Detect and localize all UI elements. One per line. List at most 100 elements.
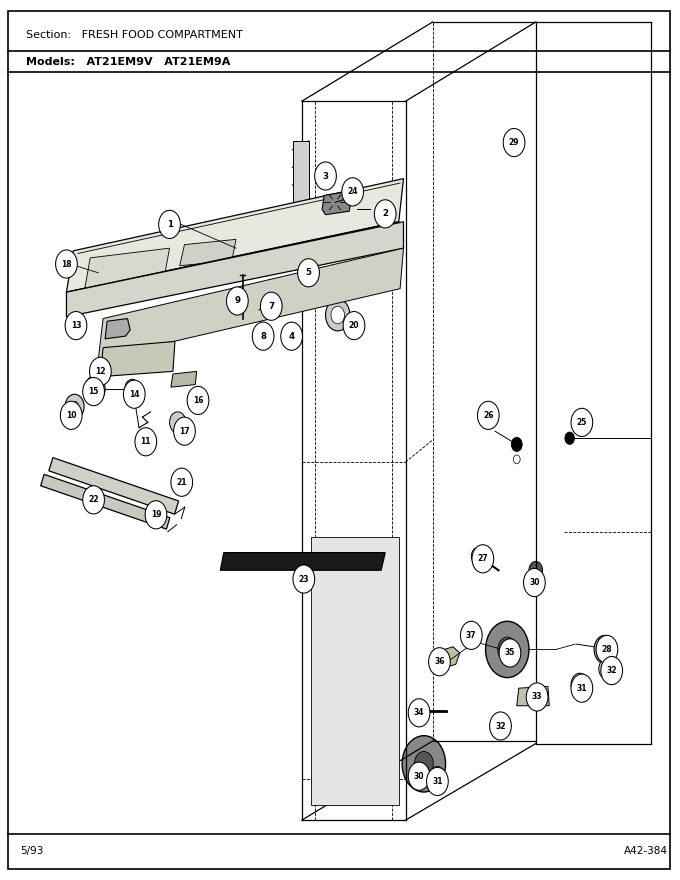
Circle shape — [343, 312, 365, 340]
Text: 31: 31 — [432, 777, 443, 786]
Circle shape — [169, 412, 186, 433]
Circle shape — [601, 656, 623, 685]
Circle shape — [477, 401, 499, 429]
Circle shape — [281, 322, 303, 350]
Text: 31: 31 — [577, 684, 587, 693]
Circle shape — [83, 378, 105, 406]
Circle shape — [529, 561, 543, 579]
Text: 11: 11 — [141, 437, 151, 446]
Circle shape — [503, 128, 525, 157]
Circle shape — [90, 357, 112, 385]
Circle shape — [490, 712, 511, 740]
Polygon shape — [41, 474, 170, 529]
Circle shape — [565, 432, 575, 444]
Circle shape — [486, 621, 529, 678]
Circle shape — [65, 312, 87, 340]
Text: A42-384: A42-384 — [624, 846, 668, 856]
Text: 4: 4 — [288, 332, 294, 341]
Circle shape — [414, 752, 433, 776]
Text: 9: 9 — [235, 297, 240, 305]
Text: 37: 37 — [466, 631, 477, 640]
Text: 12: 12 — [95, 367, 105, 376]
Text: 7: 7 — [268, 302, 274, 311]
Circle shape — [513, 455, 520, 464]
Text: 36: 36 — [435, 657, 445, 666]
Text: 3: 3 — [322, 172, 328, 180]
Circle shape — [472, 545, 494, 573]
Circle shape — [364, 202, 375, 216]
Circle shape — [293, 245, 315, 273]
Circle shape — [358, 194, 381, 225]
Text: 32: 32 — [495, 722, 506, 730]
Polygon shape — [85, 248, 169, 289]
Polygon shape — [220, 553, 385, 570]
Circle shape — [260, 292, 282, 320]
Text: 30: 30 — [529, 578, 540, 587]
Circle shape — [524, 568, 545, 597]
Circle shape — [499, 639, 521, 667]
Polygon shape — [322, 192, 352, 215]
Circle shape — [466, 628, 477, 642]
Circle shape — [135, 428, 156, 456]
Text: Section:   FRESH FOOD COMPARTMENT: Section: FRESH FOOD COMPARTMENT — [26, 30, 243, 40]
Polygon shape — [180, 239, 236, 266]
Polygon shape — [293, 141, 309, 202]
Polygon shape — [101, 341, 175, 377]
Circle shape — [408, 762, 430, 790]
Circle shape — [375, 200, 396, 228]
Circle shape — [471, 547, 485, 565]
Polygon shape — [49, 458, 179, 514]
Circle shape — [347, 185, 361, 202]
Text: 30: 30 — [414, 772, 424, 781]
Circle shape — [594, 635, 616, 664]
Circle shape — [83, 486, 105, 514]
Polygon shape — [517, 686, 549, 706]
Text: 5/93: 5/93 — [20, 846, 44, 856]
Circle shape — [65, 394, 84, 419]
Circle shape — [599, 658, 615, 679]
Circle shape — [402, 736, 445, 792]
Text: 26: 26 — [483, 411, 494, 420]
Circle shape — [252, 322, 274, 350]
Polygon shape — [441, 647, 460, 667]
Circle shape — [428, 648, 450, 676]
Polygon shape — [67, 222, 403, 317]
Polygon shape — [105, 319, 130, 339]
Circle shape — [326, 299, 350, 331]
Circle shape — [331, 306, 345, 324]
Circle shape — [173, 417, 195, 445]
Circle shape — [187, 386, 209, 414]
Circle shape — [430, 766, 445, 786]
Circle shape — [460, 621, 482, 649]
Text: 35: 35 — [505, 649, 515, 657]
Polygon shape — [171, 371, 197, 387]
Text: 22: 22 — [88, 495, 99, 504]
Circle shape — [71, 401, 79, 412]
Circle shape — [298, 259, 320, 287]
Circle shape — [426, 767, 448, 796]
Circle shape — [56, 250, 78, 278]
Circle shape — [511, 437, 522, 451]
Circle shape — [526, 683, 548, 711]
Circle shape — [158, 210, 180, 238]
Circle shape — [315, 162, 337, 190]
Circle shape — [124, 380, 145, 408]
Text: 16: 16 — [192, 396, 203, 405]
Circle shape — [171, 468, 192, 496]
Text: 14: 14 — [129, 390, 139, 399]
Circle shape — [342, 178, 364, 206]
Text: 25: 25 — [577, 418, 587, 427]
Text: 20: 20 — [349, 321, 359, 330]
Polygon shape — [67, 179, 403, 292]
Circle shape — [571, 408, 593, 436]
Polygon shape — [99, 248, 403, 359]
Text: 34: 34 — [414, 708, 424, 717]
Text: 8: 8 — [260, 332, 266, 341]
Circle shape — [226, 287, 248, 315]
Text: 19: 19 — [151, 510, 161, 519]
Text: 17: 17 — [179, 427, 190, 436]
Text: 32: 32 — [607, 666, 617, 675]
Text: 29: 29 — [509, 138, 520, 147]
Text: 18: 18 — [61, 260, 72, 268]
Text: 13: 13 — [71, 321, 81, 330]
